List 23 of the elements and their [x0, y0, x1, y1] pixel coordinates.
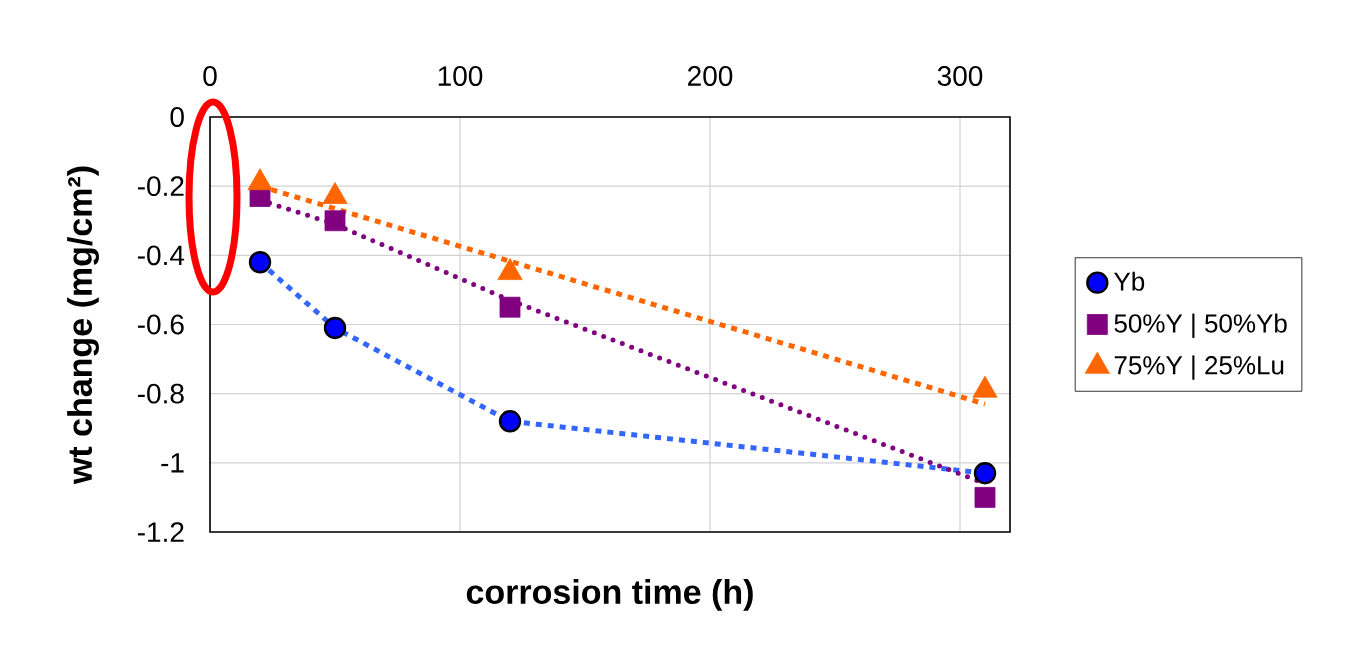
legend-label: 50%Y | 50%Yb	[1114, 313, 1287, 338]
y-tick-label: -0.2	[137, 176, 184, 197]
x-tick-label: 0	[203, 66, 217, 86]
point	[248, 251, 272, 274]
y-axis-title: wt change (mg/cm²)	[67, 166, 99, 485]
x-axis-title: corrosion time (h)	[466, 579, 753, 611]
y-tick-label: 0	[170, 107, 184, 127]
point	[974, 487, 996, 508]
point	[973, 462, 997, 485]
y-tick-label: -1	[161, 453, 184, 473]
y-tick-label: -0.8	[137, 383, 184, 404]
point	[324, 210, 346, 232]
y-tick-label: -0.4	[137, 245, 185, 266]
x-tick-label: 200	[688, 66, 733, 86]
y-tick-label: -0.6	[137, 314, 184, 335]
legend-label: 75%Y | 25%Lu	[1114, 355, 1284, 380]
point	[323, 316, 347, 340]
point	[499, 296, 521, 318]
y-tick-label: -1.2	[137, 522, 184, 542]
point	[498, 410, 522, 433]
x-tick-label: 100	[438, 66, 483, 86]
legend-label: Yb	[1114, 271, 1145, 291]
x-tick-label: 300	[937, 66, 983, 86]
